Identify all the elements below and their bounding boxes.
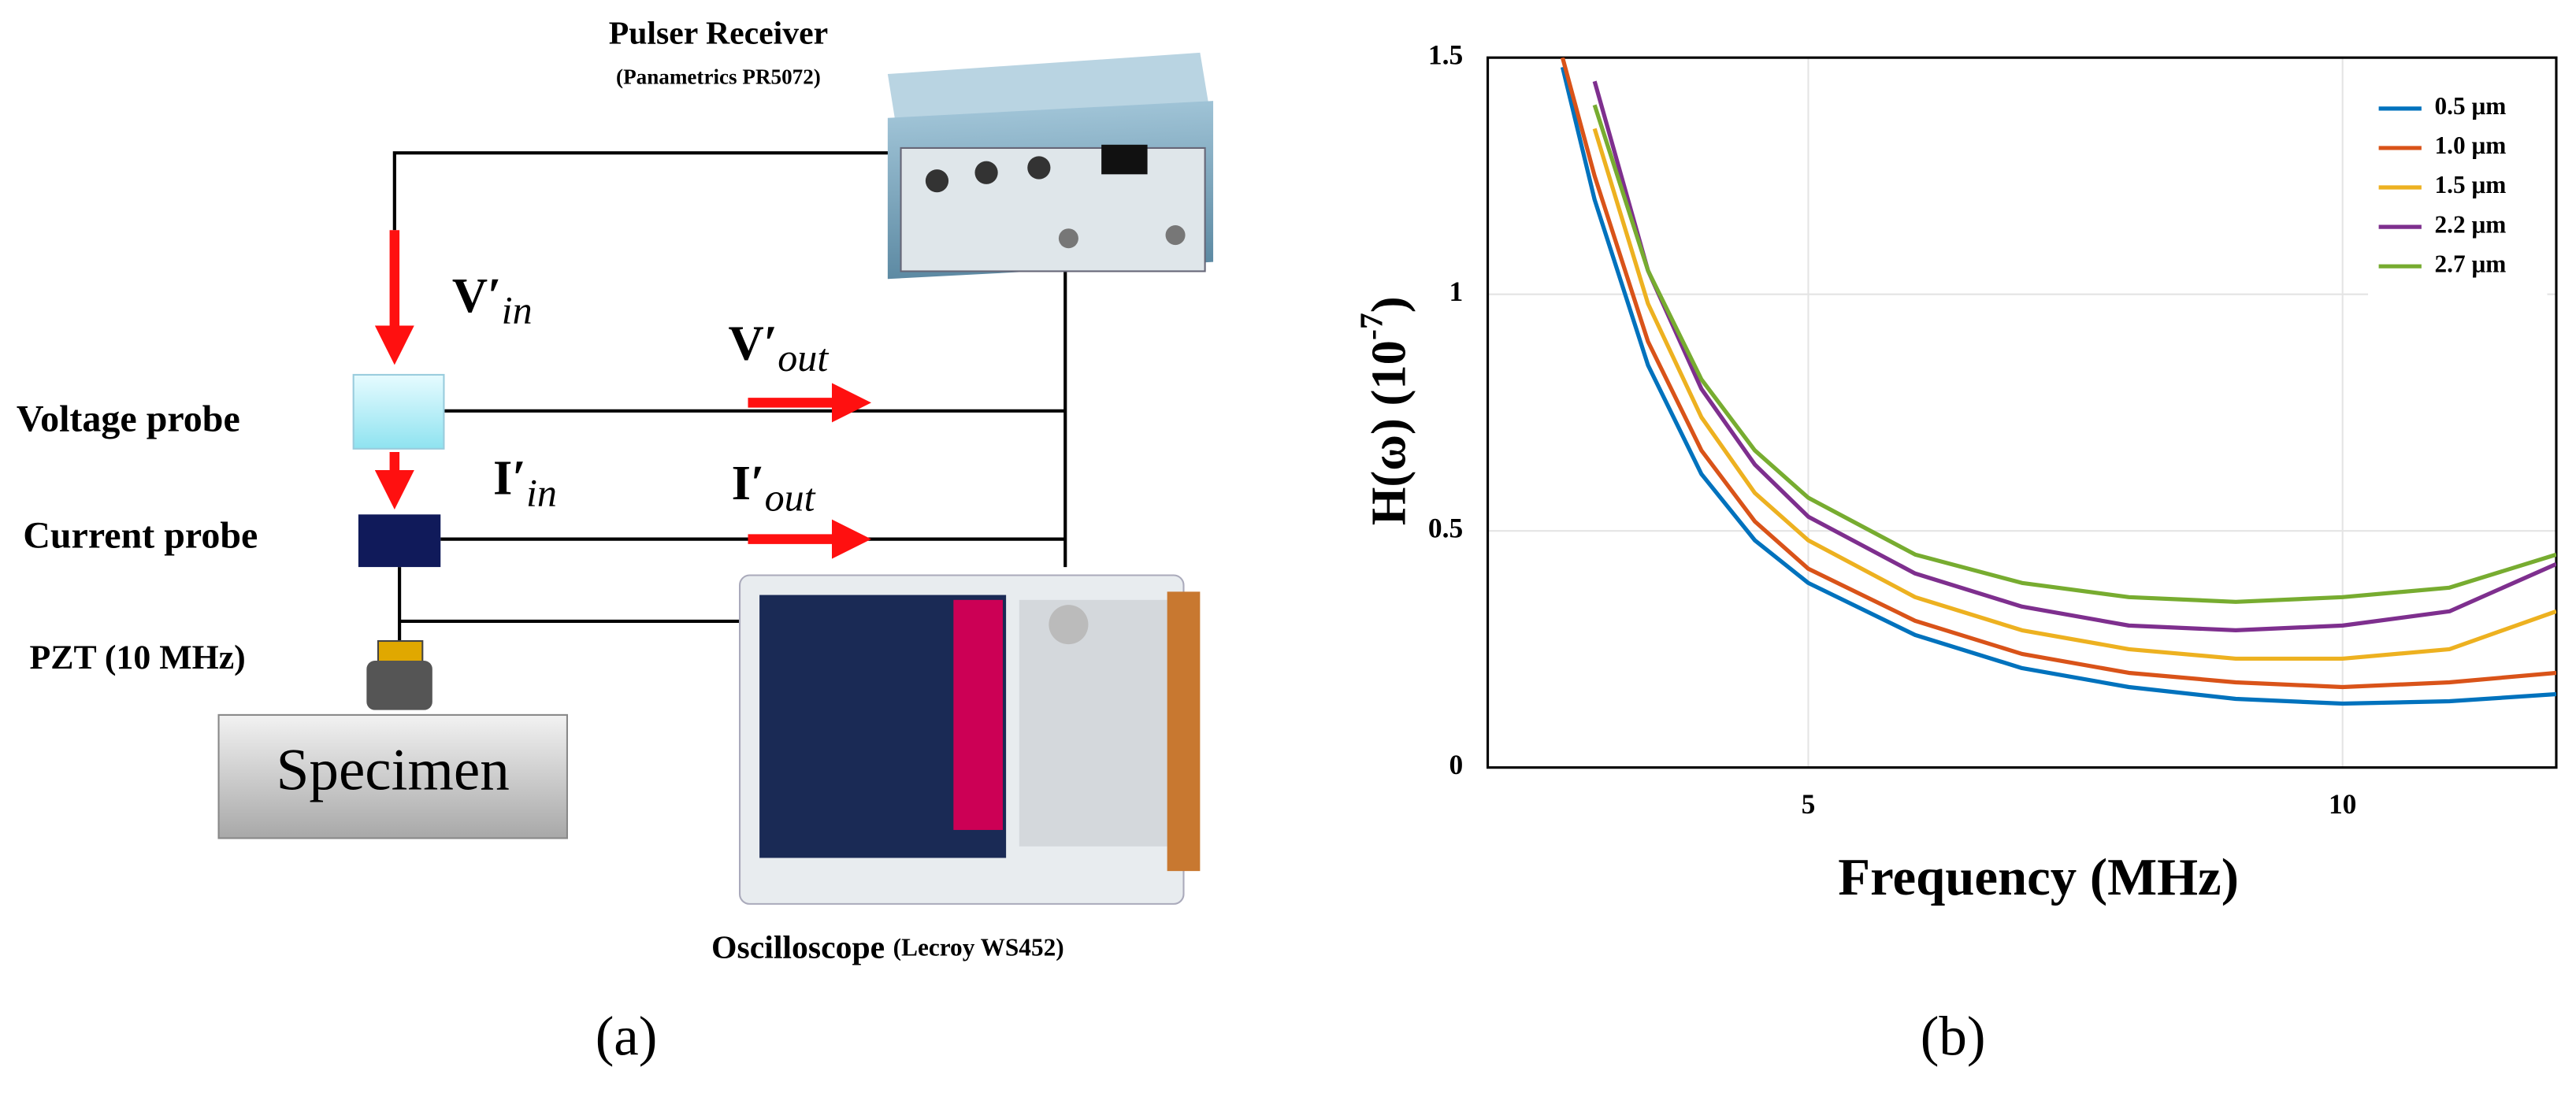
plot-frame [1486,56,2558,769]
voltage-probe-box [352,373,445,450]
current-probe-label: Current probe [23,515,258,557]
x-axis-label: Frequency (MHz) [1838,849,2239,906]
signal-label: V′out [728,316,829,380]
oscilloscope-model: (Lecroy WS452) [893,933,1064,961]
legend-label: 1.0 μm [2435,132,2507,159]
signal-sub: in [502,287,533,332]
y-label-sup: -7 [1353,313,1390,340]
oscilloscope-name: Oscilloscope [711,929,885,965]
specimen-box [217,713,568,839]
plot: 0 0.5 1 1.5 5 10 0.5 μm 1.0 μm 1.5 μm 2.2 μm 2.7 μ… [1428,39,2558,820]
series-line [1592,128,2556,661]
legend-label: 1.5 μm [2435,171,2507,198]
signal-main: V′ [452,268,502,323]
signal-label: I′out [732,455,816,519]
series-line [1592,104,2556,604]
legend-label: 2.2 μm [2435,210,2507,238]
pulser-device [887,52,1214,280]
y-tick-label: 1.5 [1428,39,1463,70]
pzt-body [366,661,432,710]
signal-sub: out [778,335,829,380]
panel-label: (b) [1921,1006,1986,1067]
signal-label: V′in [452,268,533,332]
specimen-label: Specimen [277,737,510,802]
signal-main: I′ [493,450,526,506]
pzt-top [377,639,424,665]
y-label-part: H(ω) (10 [1361,340,1416,525]
oscilloscope-name: Oscilloscope (Lecroy WS452) [711,929,1064,965]
x-tick-label: 10 [2329,788,2356,820]
signal-sub: out [765,475,816,519]
series-line [1592,80,2556,632]
series-line [1560,66,2556,706]
y-axis-label: H(ω) (10-7) [1353,296,1416,525]
x-tick-label: 5 [1802,788,1816,820]
y-label-part: ) [1361,296,1416,313]
pulser-name: Pulser Receiver [609,16,828,52]
signal-sub: in [526,470,557,514]
legend-box [2368,81,2548,300]
signal-label: I′in [493,450,557,514]
voltage-probe-label: Voltage probe [17,398,240,439]
y-tick-label: 0 [1449,749,1464,780]
y-tick-label: 0.5 [1428,512,1463,543]
pzt-label: PZT (10 MHz) [30,639,246,676]
y-tick-label: 1 [1449,276,1464,307]
pulser-model: (Panametrics PR5072) [616,65,821,89]
series-line [1560,57,2556,690]
oscilloscope-device [739,574,1201,905]
signal-main: V′ [728,316,778,371]
arrows [374,230,871,559]
legend-label: 2.7 μm [2435,250,2507,277]
signal-main: I′ [732,455,765,510]
current-probe-box [358,514,441,568]
panel-label: (a) [596,1006,658,1067]
legend-label: 0.5 μm [2435,92,2507,120]
